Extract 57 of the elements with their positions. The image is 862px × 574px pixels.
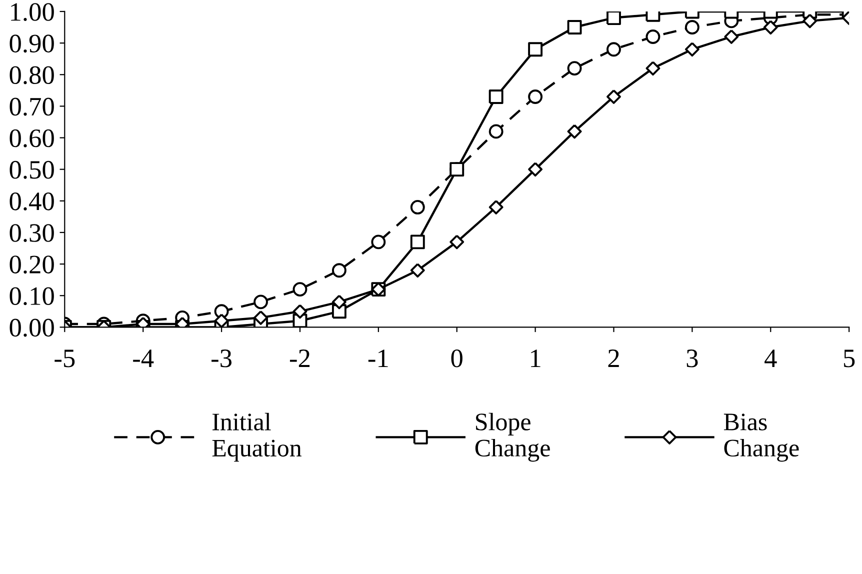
point — [410, 200, 425, 214]
x-tick-label: 1 — [531, 350, 540, 368]
point — [371, 234, 386, 250]
point — [292, 304, 308, 319]
point — [254, 294, 268, 310]
point — [410, 234, 425, 250]
point — [488, 124, 504, 139]
y-tick-label: 0.30 — [10, 224, 54, 242]
point — [332, 263, 346, 278]
point — [567, 124, 582, 139]
point — [684, 20, 700, 34]
y-tick-label: 0.00 — [10, 318, 54, 337]
x-tick-label: 4 — [764, 350, 777, 368]
legend-label: Initial Equation — [212, 412, 302, 462]
y-tick-label: 0.80 — [10, 66, 54, 84]
y-tick-label: 0.70 — [10, 98, 54, 116]
point — [332, 294, 346, 310]
x-tick-label: -2 — [290, 350, 310, 368]
y-tick-label: 0.60 — [10, 129, 54, 148]
x-tick-label: 5 — [844, 350, 855, 368]
x-tick-label: 2 — [608, 350, 619, 368]
y-tick-label: 0.90 — [10, 34, 54, 53]
legend-label: Slope Change — [475, 412, 550, 462]
y-tick-label: 0.40 — [10, 192, 54, 210]
point — [646, 61, 660, 76]
y-tick-label: 0.10 — [10, 287, 54, 306]
point — [450, 162, 464, 177]
point — [528, 42, 543, 57]
point — [488, 89, 504, 104]
y-tick-label: 0.20 — [10, 256, 54, 274]
point — [214, 314, 229, 328]
point — [646, 30, 660, 44]
x-tick-label: -5 — [54, 350, 75, 368]
point — [292, 282, 308, 297]
point — [606, 11, 621, 26]
point — [567, 61, 582, 76]
point — [528, 89, 543, 104]
point — [606, 42, 621, 57]
point — [488, 200, 504, 214]
point — [528, 162, 543, 177]
point — [567, 20, 582, 34]
point — [450, 234, 464, 250]
x-tick-label: -4 — [133, 350, 154, 368]
legend-label: Bias Change — [724, 414, 799, 462]
y-tick-label: 1.00 — [11, 3, 54, 22]
point — [763, 20, 778, 34]
point — [410, 263, 425, 278]
point — [684, 42, 700, 57]
x-tick-label: -1 — [368, 350, 388, 368]
y-tick-label: 0.50 — [10, 160, 54, 179]
x-tick-label: -3 — [212, 350, 232, 368]
x-tick-label: 0 — [451, 349, 462, 368]
point — [724, 30, 739, 44]
x-tick-label: 3 — [686, 350, 698, 368]
point — [606, 89, 621, 104]
point — [254, 310, 268, 325]
point — [802, 14, 818, 28]
